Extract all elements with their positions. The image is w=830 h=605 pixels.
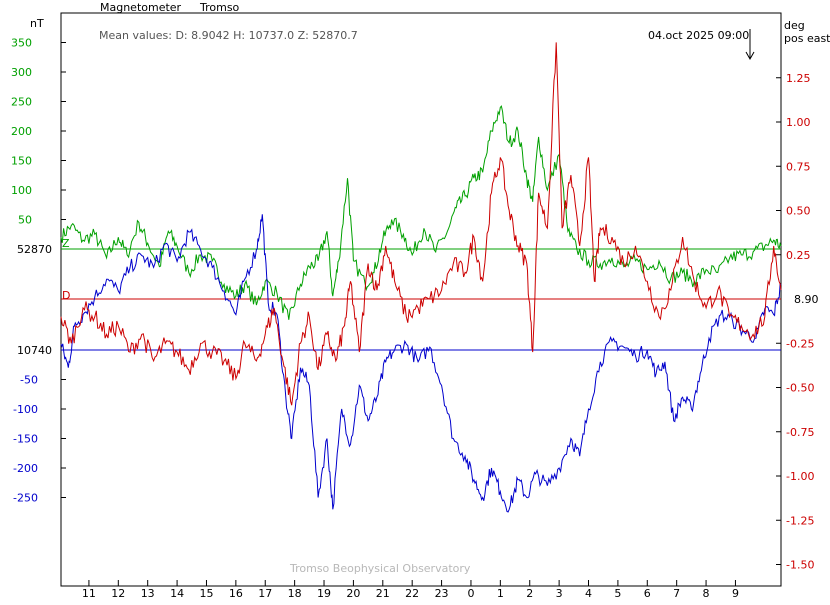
right-tick-label-1: 1.00 (786, 116, 811, 129)
left-axis-unit: nT (30, 17, 44, 30)
right-tick-label-4: 0.25 (786, 249, 811, 262)
x-tick-label-14: 1 (497, 587, 504, 600)
right-tick-label-10: -1.50 (786, 559, 814, 572)
right-tick-label-2: 0.75 (786, 160, 811, 173)
x-tick-label-0: 11 (82, 587, 96, 600)
series-line-d (60, 42, 782, 406)
x-tick-label-13: 0 (467, 587, 474, 600)
x-tick-label-21: 8 (703, 587, 710, 600)
left-tick-label-h-1: -100 (13, 403, 38, 416)
mean-values-text: Mean values: D: 8.9042 H: 10737.0 Z: 528… (99, 29, 358, 42)
x-tick-label-1: 12 (111, 587, 125, 600)
right-tick-label-5: -0.25 (786, 337, 814, 350)
x-tick-label-9: 20 (346, 587, 360, 600)
x-tick-label-10: 21 (376, 587, 390, 600)
baseline-z-label: 52870 (17, 243, 52, 256)
x-tick-label-12: 23 (435, 587, 449, 600)
left-tick-label-h-4: -250 (13, 492, 38, 505)
instrument-title: Magnetometer (100, 1, 182, 14)
x-tick-label-3: 14 (170, 587, 184, 600)
x-tick-label-6: 17 (258, 587, 272, 600)
x-tick-label-8: 19 (317, 587, 331, 600)
x-tick-label-18: 5 (614, 587, 621, 600)
x-tick-label-4: 15 (199, 587, 213, 600)
series-lines: ZD (60, 42, 782, 513)
right-axis: 1.25 1.00 0.75 0.50 0.25 -0.25 -0.50 -0.75 -1.00… (776, 72, 819, 572)
x-tick-label-7: 18 (288, 587, 302, 600)
right-axis-unit-2: pos east (784, 32, 830, 45)
left-axis: 50 100 150 200 250 300 350 -50 -100 -150 -200 -250 5… (11, 37, 66, 505)
left-tick-label-z-5: 300 (11, 66, 32, 79)
watermark-text: Tromso Beophysical Observatory (289, 562, 471, 575)
left-tick-label-z-0: 50 (18, 214, 32, 227)
x-tick-label-22: 9 (732, 587, 739, 600)
x-tick-label-5: 16 (229, 587, 243, 600)
right-tick-label-7: -0.75 (786, 426, 814, 439)
baseline-h-label: 10740 (17, 344, 52, 357)
left-tick-label-z-6: 350 (11, 37, 32, 50)
baseline-d-label: 8.90 (794, 293, 819, 306)
left-tick-label-z-3: 200 (11, 125, 32, 138)
x-axis: 11 12 13 14 15 16 17 18 19 20 21 22 23 0 1 2 3 4 5 6 7 8 9 (82, 580, 739, 600)
marker-d: D (62, 289, 70, 302)
left-tick-label-h-2: -150 (13, 433, 38, 446)
timestamp-text: 04.oct 2025 09:00 (648, 29, 749, 42)
left-tick-label-h-0: -50 (20, 374, 38, 387)
series-line-z (60, 105, 782, 320)
right-tick-label-8: -1.00 (786, 470, 814, 483)
left-tick-label-z-4: 250 (11, 96, 32, 109)
x-tick-label-15: 2 (526, 587, 533, 600)
time-marker-arrow-icon (745, 29, 755, 61)
right-axis-unit-1: deg (784, 19, 805, 32)
series-line-h (60, 214, 782, 513)
right-tick-label-0: 1.25 (786, 72, 811, 85)
x-tick-label-19: 6 (644, 587, 651, 600)
x-tick-label-2: 13 (141, 587, 155, 600)
station-title: Tromso (199, 1, 240, 14)
left-tick-label-z-1: 100 (11, 184, 32, 197)
right-tick-label-9: -1.25 (786, 514, 814, 527)
left-tick-label-h-3: -200 (13, 462, 38, 475)
x-tick-label-11: 22 (405, 587, 419, 600)
right-tick-label-6: -0.50 (786, 382, 814, 395)
right-tick-label-3: 0.50 (786, 205, 811, 218)
left-tick-label-z-2: 150 (11, 155, 32, 168)
marker-z: Z (62, 237, 70, 250)
x-tick-label-16: 3 (556, 587, 563, 600)
x-tick-label-17: 4 (585, 587, 592, 600)
x-tick-label-20: 7 (673, 587, 680, 600)
